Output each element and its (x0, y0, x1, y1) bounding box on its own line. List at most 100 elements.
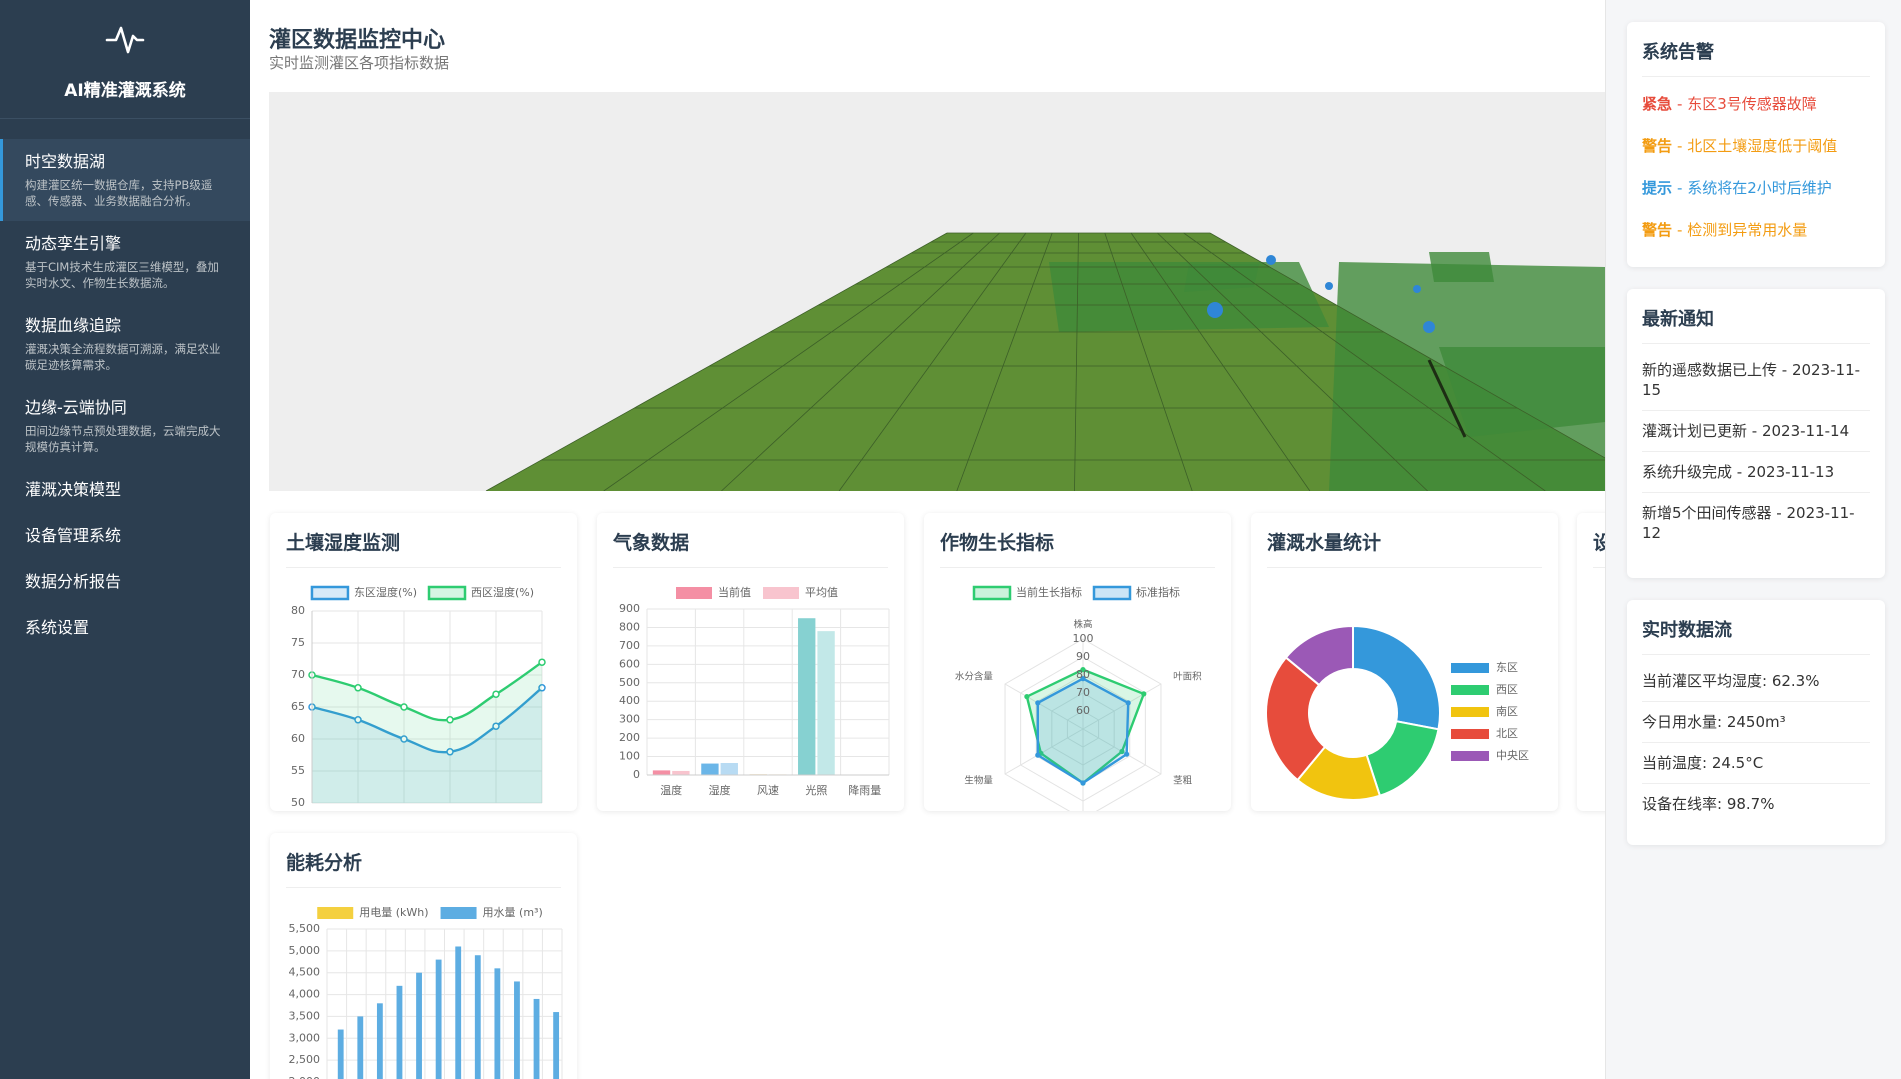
stream-item: 设备在线率: 98.7% (1642, 795, 1775, 813)
alert-text: - 系统将在2小时后维护 (1677, 179, 1832, 197)
legend-swatch (1451, 685, 1489, 695)
menu-item[interactable]: 灌溉决策模型 (0, 467, 250, 513)
bar (553, 1012, 560, 1079)
y-tick-label: 80 (291, 604, 305, 617)
field-grid (1183, 232, 1546, 491)
slice (1284, 624, 1354, 687)
alert-text: - 东区3号传感器故障 (1677, 95, 1817, 113)
notice: 灌溉计划已更新 - 2023-11-14 (1642, 411, 1870, 452)
area (312, 662, 542, 803)
menu-item[interactable]: 时空数据湖 构建灌区统一数据仓库，支持PB级遥感、传感器、业务数据融合分析。 (0, 139, 250, 221)
r-tick-label: 80 (1076, 668, 1090, 681)
legend-label: 南区 (1496, 705, 1518, 718)
x-tick-label: 风速 (757, 784, 779, 797)
sensor (1325, 282, 1333, 290)
bar (396, 985, 403, 1079)
field-grid (1209, 232, 1605, 459)
brand-name: AI精准灌溉系统 (64, 81, 186, 101)
menu-item[interactable]: 数据血缘追踪灌溉决策全流程数据可溯源，满足农业碳足迹核算需求。 (0, 303, 250, 385)
point (400, 735, 408, 743)
notice-list: 新的遥感数据已上传 - 2023-11-15 灌溉计划已更新 - 2023-11-… (1642, 350, 1870, 553)
legend-swatch (1451, 751, 1489, 761)
notice-card: 最新通知 新的遥感数据已上传 - 2023-11-15 灌溉计划已更新 - 202… (1627, 289, 1885, 578)
menu-title: 设备管理系统 (25, 526, 122, 545)
menu-desc: 灌溉决策全流程数据可溯源，满足农业碳足迹核算需求。 (25, 342, 221, 372)
field-block (1439, 347, 1605, 437)
legend-label: 用水量 (m³) (483, 906, 543, 919)
point (1119, 748, 1125, 755)
card-title: 气象数据 (613, 528, 888, 568)
field-grid (1104, 232, 1193, 491)
point (354, 716, 362, 724)
x-tick-label: 光照 (805, 783, 827, 797)
field-block (1184, 264, 1259, 292)
menu-title: 数据血缘追踪 (25, 316, 122, 335)
y-tick-label: 3,500 (289, 1009, 321, 1022)
field-grid (485, 232, 948, 491)
legend-label: 东区 (1496, 661, 1518, 674)
chart: 株高叶面积茎粗叶绿素生物量水分含量当前生长指标标准指标60708090100 (955, 585, 1202, 811)
3d-scene[interactable] (269, 92, 1605, 491)
legend-label: 北区 (1496, 727, 1518, 740)
field-block (1429, 252, 1494, 282)
y-tick-label: 4,000 (289, 988, 321, 1001)
field-grid (1074, 232, 1079, 491)
alert: 警告 - 北区土壤湿度低于阈值 (1642, 125, 1870, 167)
alert-level: 警告 (1642, 137, 1673, 155)
stream-item: 今日用水量: 2450m³ (1642, 702, 1870, 743)
y-tick-label: 3,000 (289, 1031, 321, 1044)
bar (416, 972, 422, 1079)
axis-label: 茎粗 (1173, 775, 1193, 787)
r-tick-label: 100 (1073, 632, 1094, 645)
field-grid (603, 232, 974, 491)
y-tick-label: 900 (619, 602, 640, 615)
axis-label: 生物量 (964, 775, 993, 787)
y-tick-label: 50 (291, 796, 305, 809)
field-grid (721, 232, 1000, 491)
spoke (1004, 728, 1084, 775)
legend-swatch (676, 587, 712, 599)
card-title: 作物生长指标 (940, 528, 1215, 568)
ditch (1427, 359, 1467, 438)
menu-title: 数据分析报告 (25, 572, 122, 591)
menu-item[interactable]: 设备管理系统 (0, 513, 250, 559)
legend-swatch (1092, 585, 1132, 601)
chart-card: 能耗分析 2,000 2,500 3,000 3,500 4,000 4,500 5,000… (270, 833, 577, 1079)
menu-desc: 基于CIM技术生成灌区三维模型，叠加实时水文、作物生长数据流。 (25, 260, 219, 290)
legend-label: 中央区 (1496, 749, 1529, 762)
menu-item[interactable]: 动态孪生引擎 基于CIM技术生成灌区三维模型，叠加实时水文、作物生长数据流。 (0, 221, 250, 303)
r-tick-label: 70 (1076, 686, 1090, 699)
legend-label: 当前生长指标 (1016, 585, 1082, 599)
area (312, 687, 542, 803)
line (311, 686, 543, 754)
y-tick-label: 400 (619, 694, 640, 707)
notice: 系统升级完成 - 2023-11-13 (1642, 452, 1870, 493)
legend: 东区湿度(%) 西区湿度(%) (310, 585, 534, 601)
y-tick-label: 4,500 (289, 966, 321, 979)
legend-label: 当前值 (718, 585, 751, 599)
field-grid (956, 232, 1053, 491)
legend-swatch (317, 907, 354, 919)
slice (1365, 720, 1440, 798)
alert: 紧急 - 东区3号传感器故障 (1642, 83, 1870, 125)
card-title: 系统告警 (1642, 22, 1870, 77)
menu-item[interactable]: 数据分析报告 (0, 559, 250, 605)
bar (474, 955, 481, 1079)
menu-item[interactable]: 系统设置 (0, 605, 250, 651)
y-tick-label: 60 (291, 732, 305, 745)
page-title: 灌区数据监控中心 (269, 28, 446, 53)
card-title: 设 (1593, 528, 1605, 568)
spoke (1082, 683, 1162, 730)
menu-item[interactable]: 边缘-云端协同 田间边缘节点预处理数据，云端完成大规模仿真计算。 (0, 385, 250, 467)
y-tick-label: 2,000 (289, 1075, 321, 1079)
point (1125, 700, 1131, 706)
line (311, 661, 543, 722)
legend: 当前生长指标 标准指标 (972, 585, 1180, 601)
menu-title: 灌溉决策模型 (25, 480, 122, 499)
alert-level: 警告 (1642, 221, 1673, 239)
slice (1265, 656, 1327, 782)
spoke (1004, 683, 1084, 730)
right-panel: 系统告警 紧急 - 东区3号传感器故障 警告 - 北区土壤湿度低于阈值 提示 - 系统将在… (1605, 0, 1901, 1079)
legend-label: 西区湿度(%) (471, 585, 534, 599)
